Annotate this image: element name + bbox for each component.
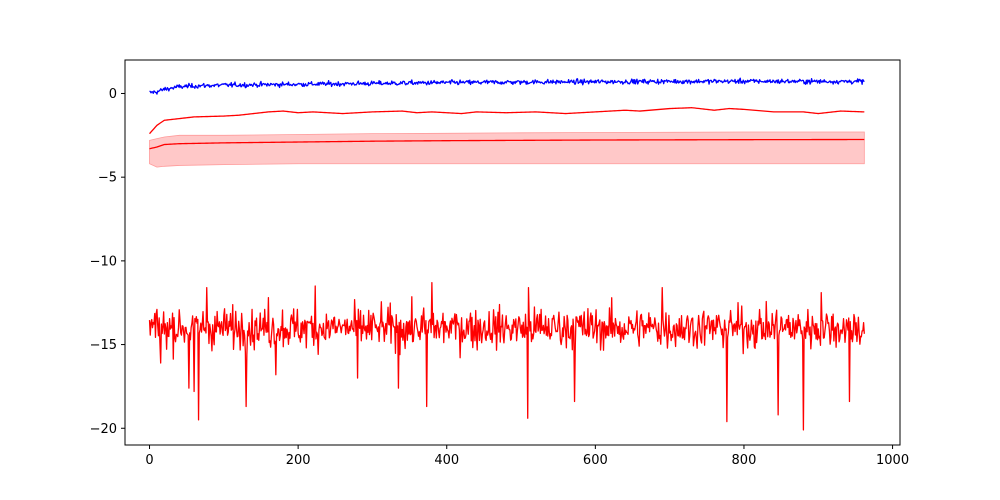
- y-tick-label: −5: [98, 171, 117, 186]
- series-1-line: [149, 107, 865, 135]
- series-2-band: [149, 131, 865, 168]
- series-0-line: [149, 77, 865, 95]
- series-2-line: [149, 138, 865, 150]
- x-tick-label: 200: [286, 453, 311, 468]
- x-tick-label: 0: [145, 453, 153, 468]
- plot-area: [148, 77, 865, 431]
- x-tick-label: 400: [434, 453, 459, 468]
- y-tick-label: −15: [90, 338, 117, 353]
- series-3-line: [148, 281, 865, 431]
- y-tick-label: −20: [90, 422, 117, 437]
- y-tick-label: 0: [109, 87, 117, 102]
- x-tick-label: 1000: [876, 453, 909, 468]
- x-tick-label: 600: [583, 453, 608, 468]
- plot-frame: [124, 59, 901, 446]
- axes: 0 200 400 600 800 1000 0 −5 −10 −15 −20: [90, 87, 910, 468]
- y-tick-label: −10: [90, 254, 117, 269]
- x-tick-label: 800: [732, 453, 757, 468]
